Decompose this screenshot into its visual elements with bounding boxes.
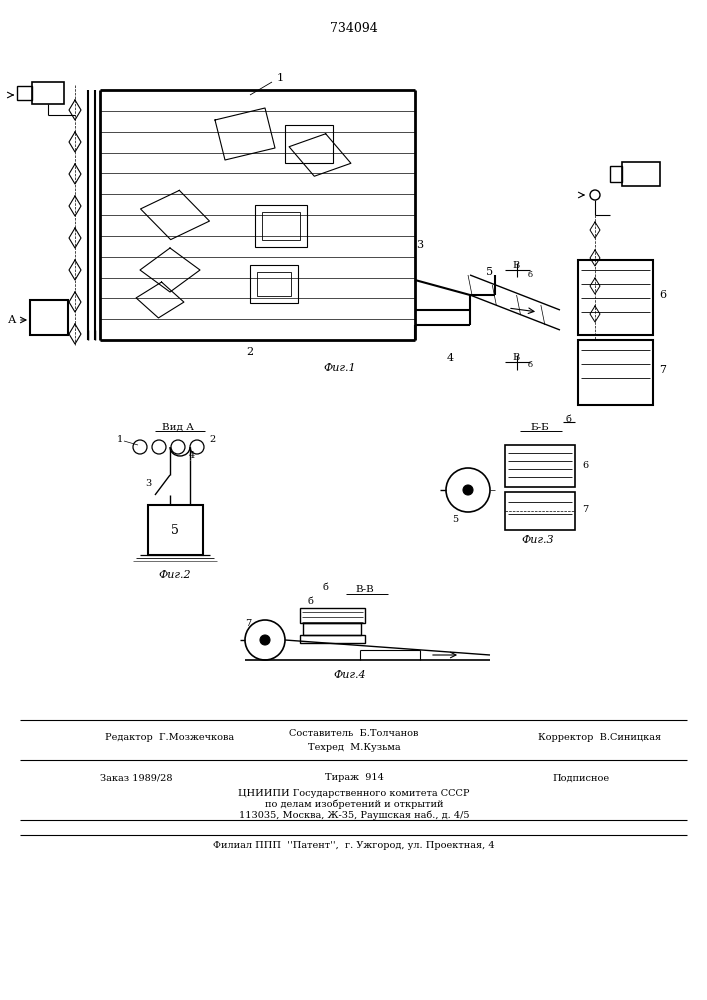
Text: 7: 7	[582, 506, 588, 514]
Bar	[17, 86, 32, 100]
Text: Подписное: Подписное	[553, 774, 610, 782]
Text: б: б	[322, 584, 328, 592]
Text: 1: 1	[276, 73, 284, 83]
Bar	[300, 635, 365, 643]
Bar	[622, 162, 660, 186]
Text: В: В	[513, 354, 520, 362]
Text: Вид А: Вид А	[162, 422, 194, 432]
Bar	[257, 272, 291, 296]
Text: 7: 7	[660, 365, 667, 375]
Bar	[578, 340, 653, 405]
Bar	[578, 260, 653, 335]
Text: 4: 4	[446, 353, 454, 363]
Text: 2: 2	[247, 347, 254, 357]
Text: Редактор  Г.Мозжечкова: Редактор Г.Мозжечкова	[105, 732, 234, 742]
Text: 5: 5	[486, 267, 493, 277]
Text: Филиал ППП  ''Патент'',  г. Ужгород, ул. Проектная, 4: Филиал ППП ''Патент'', г. Ужгород, ул. П…	[214, 840, 495, 850]
Text: б: б	[527, 361, 532, 369]
Text: 113035, Москва, Ж-35, Раушская наб., д. 4/5: 113035, Москва, Ж-35, Раушская наб., д. …	[239, 810, 469, 820]
Text: Составитель  Б.Толчанов: Составитель Б.Толчанов	[289, 728, 419, 738]
Text: Тираж  914: Тираж 914	[325, 774, 383, 782]
Bar	[262, 212, 300, 240]
Text: 734094: 734094	[330, 21, 378, 34]
Text: Заказ 1989/28: Заказ 1989/28	[100, 774, 173, 782]
Text: Фиг.1: Фиг.1	[324, 363, 356, 373]
Text: 5: 5	[452, 516, 458, 524]
Text: Корректор  В.Синицкая: Корректор В.Синицкая	[539, 732, 662, 742]
Text: 3: 3	[416, 240, 423, 250]
Text: Фиг.3: Фиг.3	[522, 535, 554, 545]
Text: ЦНИИПИ Государственного комитета СССР: ЦНИИПИ Государственного комитета СССР	[238, 788, 469, 798]
Text: 3: 3	[145, 479, 151, 488]
Text: б: б	[307, 597, 313, 606]
Text: 4: 4	[189, 450, 195, 460]
Circle shape	[463, 485, 473, 495]
Text: Фиг.4: Фиг.4	[334, 670, 366, 680]
Circle shape	[260, 635, 270, 645]
Bar	[148, 505, 203, 555]
Text: В: В	[513, 260, 520, 269]
Text: 7: 7	[245, 618, 251, 628]
Text: А: А	[8, 315, 16, 325]
Text: 5: 5	[171, 524, 179, 536]
Text: 1: 1	[117, 436, 123, 444]
Text: б: б	[527, 271, 532, 279]
Bar	[255, 205, 307, 247]
Bar	[30, 300, 68, 335]
Text: Б-Б: Б-Б	[531, 422, 549, 432]
Bar	[505, 492, 575, 530]
Bar	[32, 82, 64, 104]
Bar	[303, 623, 361, 635]
Text: б: б	[565, 416, 571, 424]
Bar	[505, 445, 575, 487]
Text: Техред  М.Кузьма: Техред М.Кузьма	[308, 742, 400, 752]
Bar	[285, 125, 333, 163]
Bar	[250, 265, 298, 303]
Text: В-В: В-В	[356, 585, 375, 594]
Text: Фиг.2: Фиг.2	[158, 570, 192, 580]
Text: по делам изобретений и открытий: по делам изобретений и открытий	[264, 799, 443, 809]
Bar	[300, 608, 365, 623]
Text: 2: 2	[209, 436, 215, 444]
Text: 6: 6	[582, 460, 588, 470]
Bar	[610, 166, 622, 182]
Text: 6: 6	[660, 290, 667, 300]
